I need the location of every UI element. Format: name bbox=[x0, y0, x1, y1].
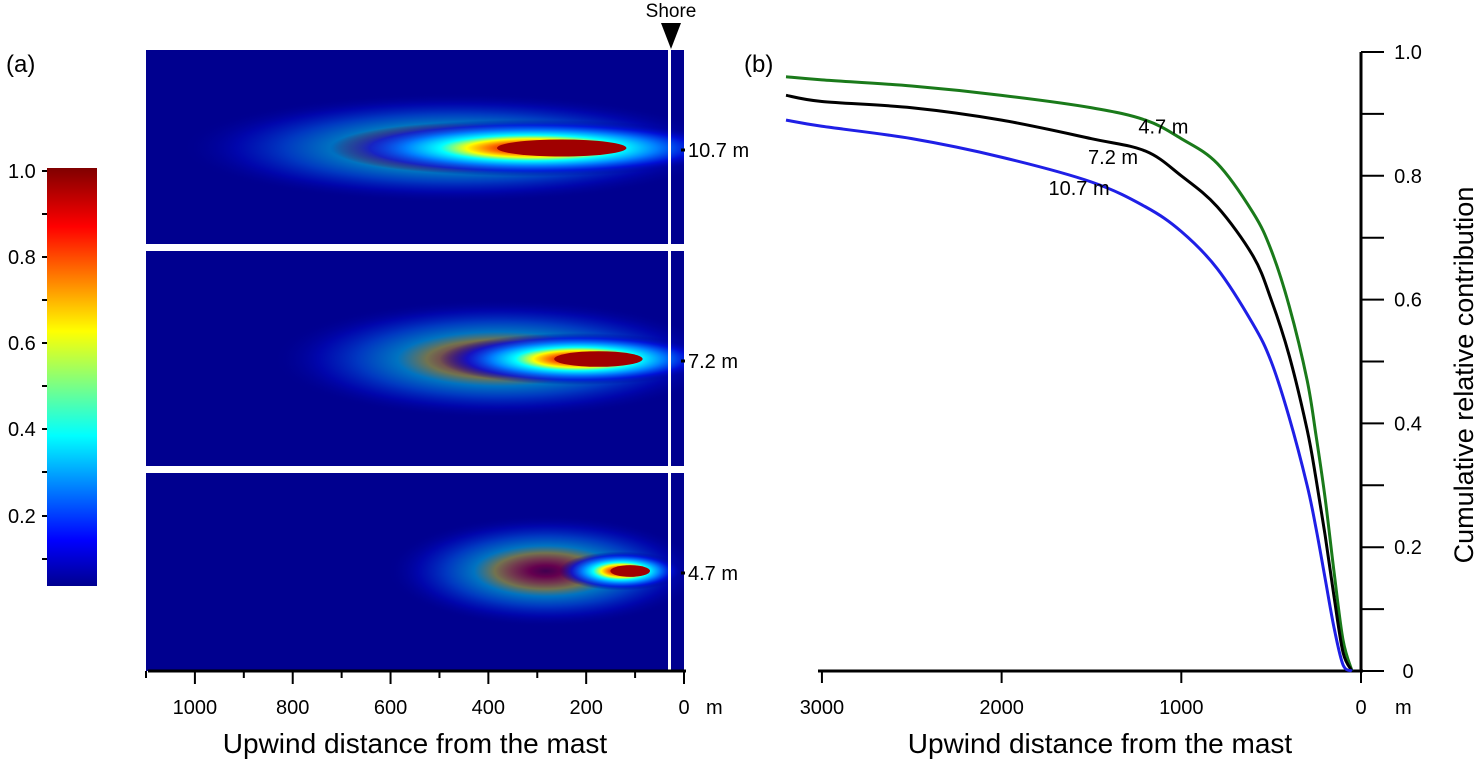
panel-a-x-unit: m bbox=[706, 697, 723, 719]
series-line-10-7-m bbox=[785, 118, 1353, 673]
series-annotation: 10.7 m bbox=[1048, 178, 1109, 200]
series-line-7-2-m bbox=[785, 93, 1354, 672]
panel-b-annotations: 4.7 m7.2 m 10.7 m bbox=[1048, 116, 1188, 200]
footprint-peak bbox=[554, 351, 643, 367]
x-tick-label: 2000 bbox=[979, 697, 1024, 719]
y-tick-label: 1.0 bbox=[1394, 42, 1422, 64]
shore-line bbox=[668, 50, 671, 671]
panel-b-xlabel: Upwind distance from the mast bbox=[908, 728, 1293, 759]
x-tick-label: 800 bbox=[276, 697, 309, 719]
colorbar-tick-label: 0.6 bbox=[8, 333, 36, 355]
footprint-peak bbox=[497, 139, 627, 157]
x-tick-label: 400 bbox=[472, 697, 505, 719]
panel-b-axes: 3000 2000 1000 0 0 0.2 0.4 0.6 0.8 1.0 bbox=[800, 42, 1422, 719]
row-height-label: 7.2 m bbox=[688, 351, 738, 373]
x-tick-label: 600 bbox=[374, 697, 407, 719]
row-height-label: 4.7 m bbox=[688, 563, 738, 585]
series-annotation: 4.7 m bbox=[1138, 116, 1188, 138]
x-tick-label: 1000 bbox=[173, 697, 218, 719]
shore-label: Shore bbox=[646, 1, 697, 22]
y-tick-label: 0.4 bbox=[1394, 413, 1422, 435]
colorbar-tick-label: 1.0 bbox=[8, 161, 36, 183]
panel-b-ylabel: Cumulative relative contribution bbox=[1449, 187, 1479, 564]
colorbar-ticks: 1.0 0.8 0.6 0.4 0.2 bbox=[8, 161, 47, 560]
panel-a-heatmap bbox=[146, 50, 684, 671]
x-tick-label: 0 bbox=[678, 697, 689, 719]
footprint-peak bbox=[610, 565, 651, 577]
y-tick-label: 0.6 bbox=[1394, 290, 1422, 312]
panel-a-xlabel: Upwind distance from the mast bbox=[223, 728, 608, 759]
series-line-4-7-m bbox=[785, 75, 1354, 672]
panel-b-lines bbox=[785, 75, 1354, 673]
footprint-blobs bbox=[181, 92, 684, 628]
row-height-labels: 10.7 m 7.2 m 4.7 m bbox=[681, 140, 749, 585]
row-separator bbox=[146, 466, 684, 473]
panel-b-x-unit: m bbox=[1395, 697, 1412, 719]
y-tick-label: 0 bbox=[1402, 661, 1413, 683]
panel-a-label: (a) bbox=[6, 51, 35, 78]
colorbar-tick-label: 0.4 bbox=[8, 419, 36, 441]
x-tick-label: 0 bbox=[1355, 697, 1366, 719]
series-annotation: 7.2 m bbox=[1088, 147, 1138, 169]
panel-a-x-axis: 1000 800 600 400 200 0 bbox=[145, 669, 690, 719]
y-tick-label: 0.8 bbox=[1394, 166, 1422, 188]
colorbar-tick-label: 0.2 bbox=[8, 506, 36, 528]
colorbar bbox=[47, 168, 97, 586]
x-tick-label: 1000 bbox=[1159, 697, 1204, 719]
row-separator bbox=[146, 244, 684, 251]
colorbar-tick-label: 0.8 bbox=[8, 247, 36, 269]
row-height-label: 10.7 m bbox=[688, 140, 749, 162]
x-tick-label: 200 bbox=[569, 697, 602, 719]
footprint-halo bbox=[386, 514, 684, 628]
panel-b-label: (b) bbox=[744, 51, 773, 78]
shore-arrow-icon bbox=[661, 23, 681, 49]
x-tick-label: 3000 bbox=[800, 697, 845, 719]
y-tick-label: 0.2 bbox=[1394, 537, 1422, 559]
